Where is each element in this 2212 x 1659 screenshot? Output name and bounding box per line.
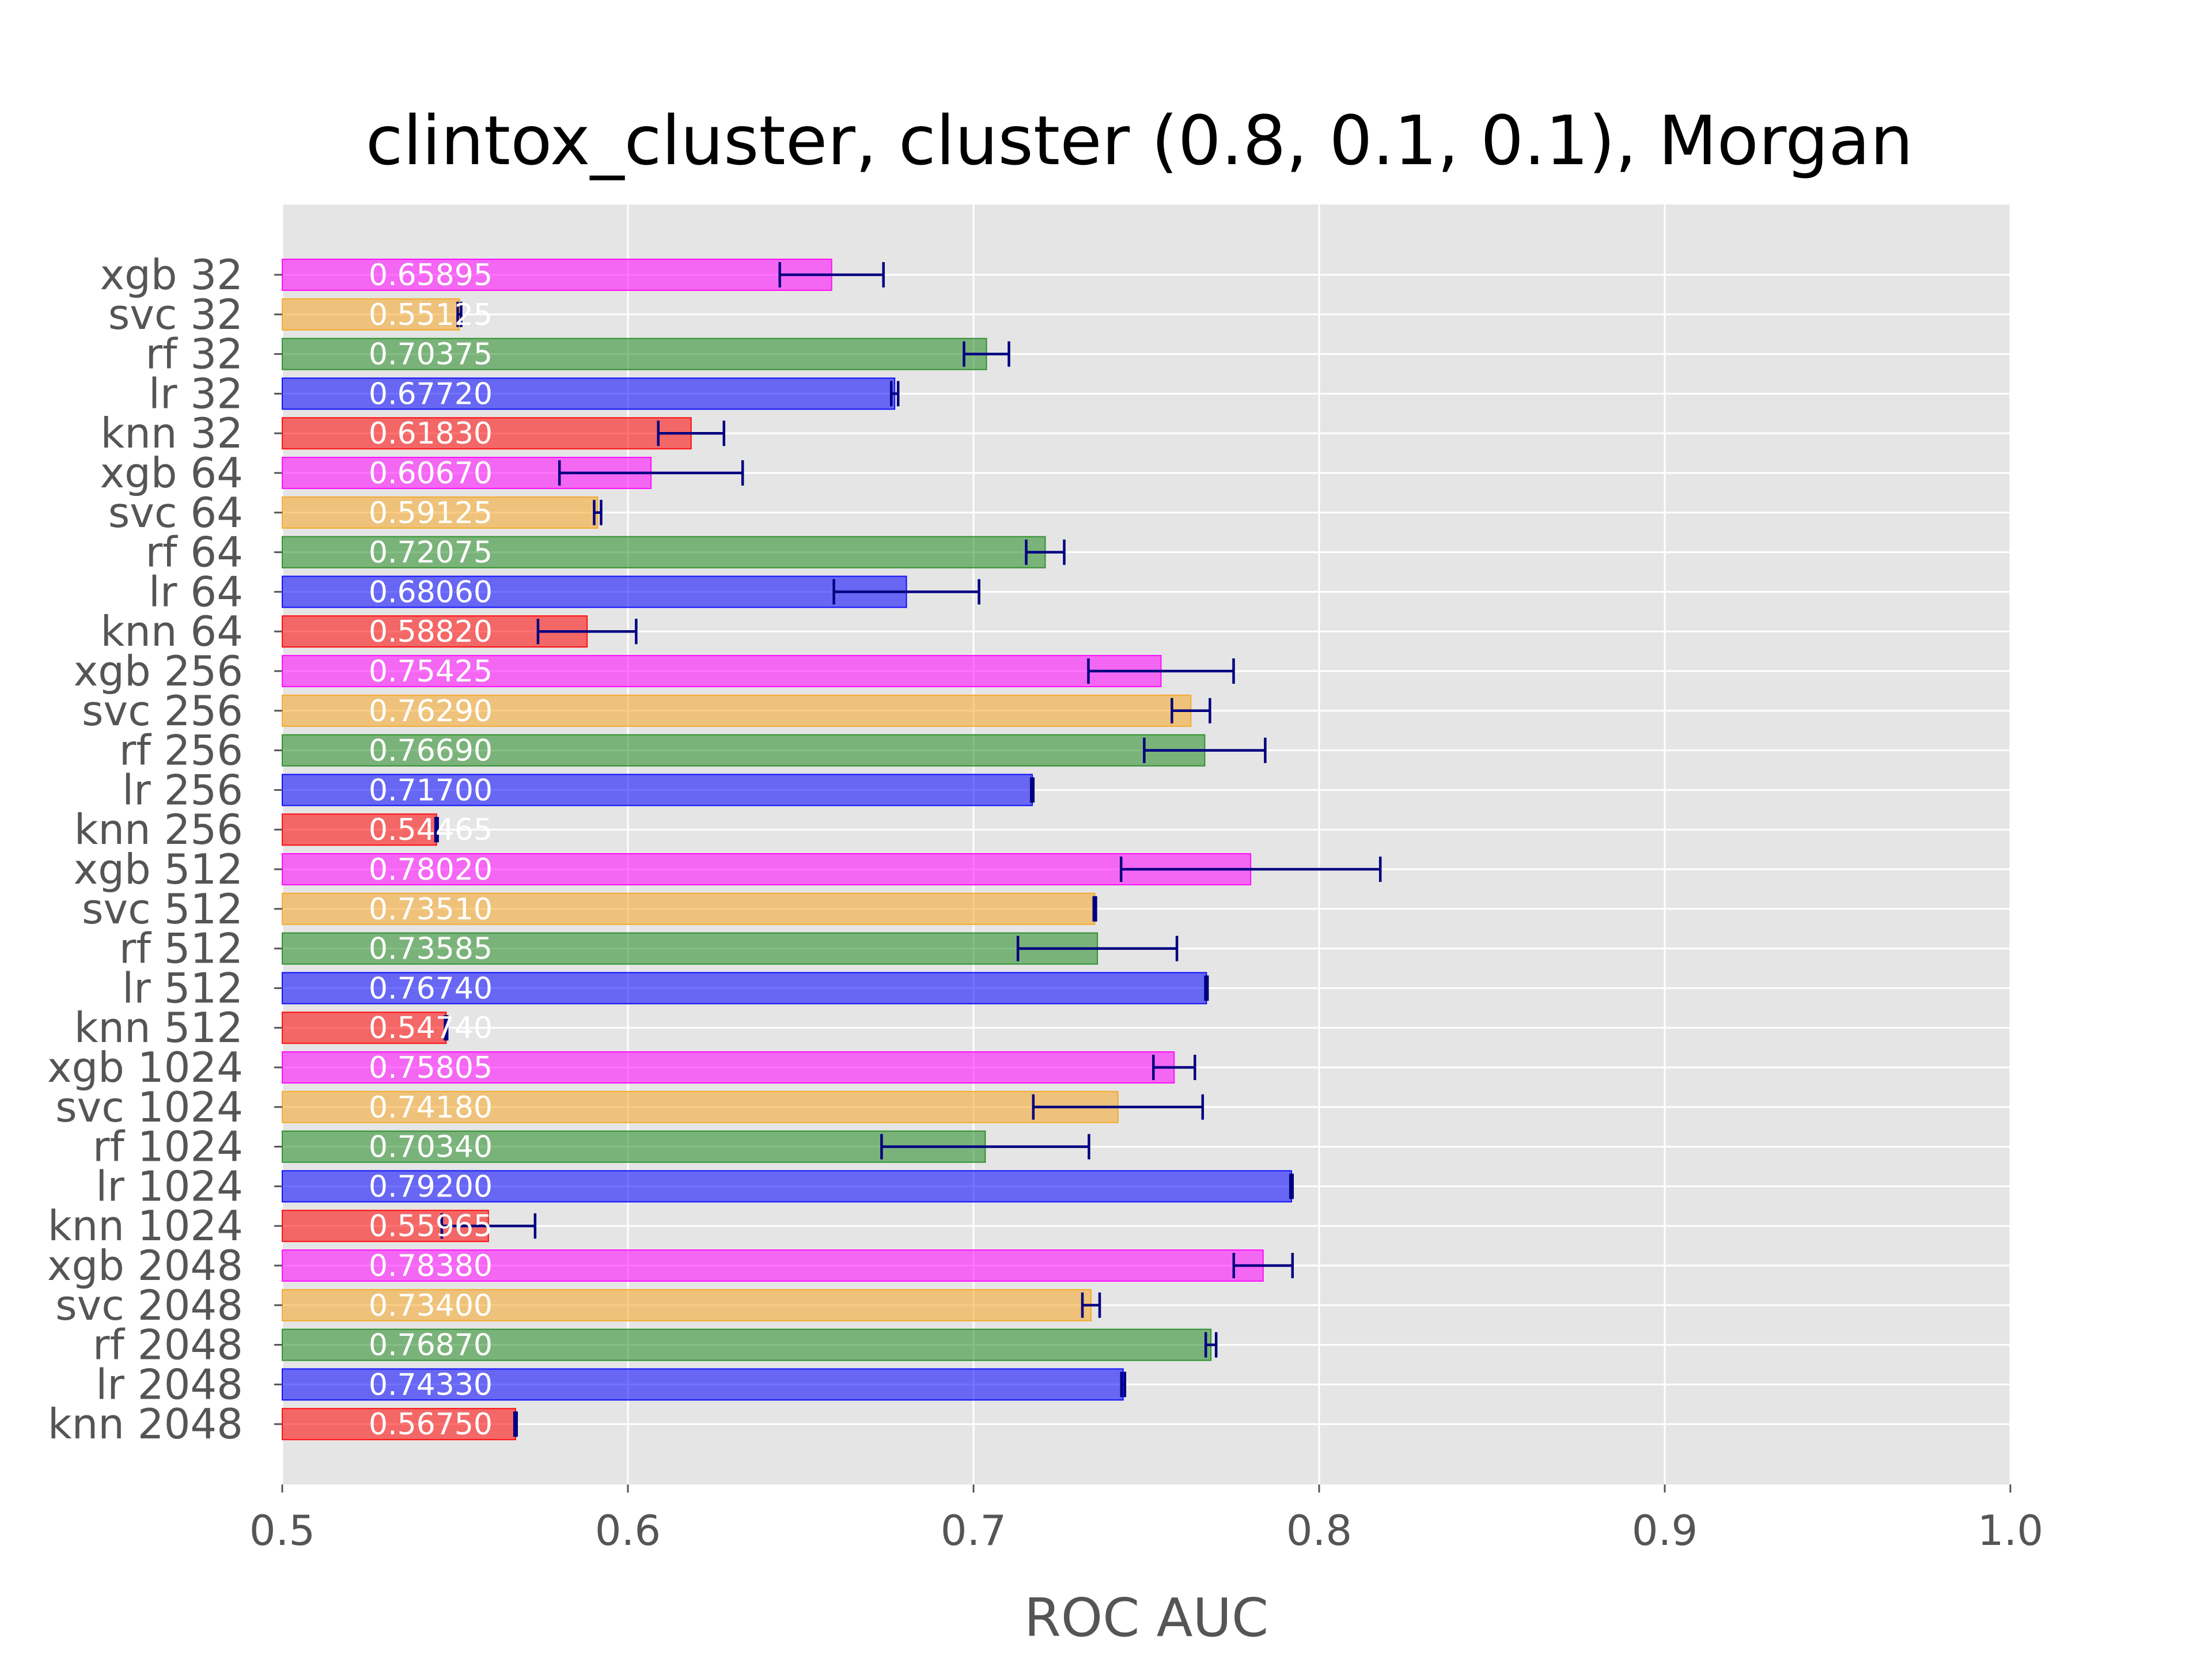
y-tick-label: knn 64 [101,607,243,656]
value-label: 0.68060 [369,575,493,609]
x-tick-label: 0.6 [595,1506,661,1555]
bar [282,694,1192,727]
y-tick-label: lr 32 [149,369,243,418]
y-tick-label: knn 512 [74,1003,243,1052]
y-tick-label: xgb 1024 [47,1043,243,1092]
x-tick-label: 0.7 [941,1506,1007,1555]
x-tick-label: 0.5 [249,1506,316,1555]
bar [282,259,832,291]
value-label: 0.55125 [369,298,493,332]
bar [282,932,1099,965]
value-label: 0.76740 [369,971,493,1006]
value-label: 0.76870 [369,1328,493,1363]
value-label: 0.70375 [369,338,493,372]
value-label: 0.60670 [369,456,493,491]
x-axis-label: ROC AUC [1024,1587,1268,1649]
y-tick-label: lr 256 [122,766,243,814]
y-tick-label: lr 512 [122,964,243,1012]
y-tick-label: svc 2048 [55,1281,243,1330]
y-tick-label: xgb 512 [74,845,243,893]
value-label: 0.56750 [369,1407,493,1442]
y-tick-label: xgb 32 [100,251,243,299]
value-label: 0.67720 [369,377,493,411]
value-label: 0.78020 [369,853,493,887]
value-label: 0.73585 [369,932,493,967]
value-label: 0.65895 [369,258,493,293]
y-tick-label: svc 512 [82,885,243,933]
y-tick-label: rf 32 [146,330,243,378]
y-tick-label: rf 512 [119,925,243,973]
value-label: 0.75805 [369,1051,493,1085]
x-tick-label: 0.9 [1632,1506,1698,1555]
bar [282,338,987,370]
y-tick-label: knn 256 [74,805,243,854]
value-label: 0.76290 [369,694,493,729]
value-label: 0.74330 [369,1368,493,1402]
value-label: 0.58820 [369,615,493,649]
bar [282,972,1207,1005]
bar [282,1210,489,1243]
bar [282,1289,1092,1321]
x-axis: 0.5 0.6 0.7 0.8 0.9 1.0 [249,1484,2044,1555]
bar [282,1328,1212,1361]
value-label: 0.74180 [369,1090,493,1125]
error-bars [434,262,1382,1437]
y-tick-label: xgb 2048 [47,1241,243,1290]
y-tick-label: knn 2048 [48,1400,243,1448]
y-tick-label: rf 1024 [93,1123,243,1171]
bar [282,1408,516,1441]
bar [282,615,588,648]
y-tick-label: lr 1024 [96,1162,243,1210]
y-tick-label: lr 64 [149,567,243,616]
bar [282,1249,1264,1282]
value-label: 0.71700 [369,773,493,808]
value-label: 0.78380 [369,1249,493,1283]
bar [282,1012,447,1044]
y-tick-label: knn 32 [101,409,243,457]
bar [282,1090,1119,1123]
value-labels: 0.65895 0.55125 0.70375 0.67720 0.61830 0.606… [369,258,493,1442]
bar [282,853,1252,885]
bar [282,377,896,410]
value-label: 0.55965 [369,1209,493,1244]
y-tick-label: svc 32 [108,290,243,339]
y-tick-label: rf 256 [119,726,243,775]
y-tick-label: rf 64 [146,528,243,577]
y-tick-label: svc 1024 [55,1083,243,1131]
value-label: 0.54740 [369,1011,493,1046]
bar [282,734,1206,767]
x-tick-label: 1.0 [1978,1506,2044,1555]
value-label: 0.59125 [369,496,493,531]
y-tick-label: knn 1024 [48,1202,243,1250]
bar [282,774,1033,806]
bar [282,1368,1124,1401]
y-tick-label: rf 2048 [93,1321,243,1369]
x-tick-label: 0.8 [1286,1506,1353,1555]
y-tick-label: xgb 64 [100,449,243,497]
value-label: 0.76690 [369,734,493,768]
y-tick-label: xgb 256 [74,647,243,695]
value-label: 0.75425 [369,654,493,689]
bar [282,655,1162,687]
y-tick-label: svc 256 [82,687,243,735]
chart-title: clintox_cluster, cluster (0.8, 0.1, 0.1)… [366,101,1914,180]
value-label: 0.79200 [369,1169,493,1204]
value-label: 0.61830 [369,416,493,451]
bar [282,417,692,450]
value-label: 0.73510 [369,892,493,927]
value-label: 0.70340 [369,1130,493,1165]
value-label: 0.54465 [369,813,493,847]
value-label: 0.72075 [369,536,493,570]
value-label: 0.73400 [369,1289,493,1323]
y-tick-label: svc 64 [108,488,243,537]
y-tick-label: lr 2048 [96,1360,243,1408]
